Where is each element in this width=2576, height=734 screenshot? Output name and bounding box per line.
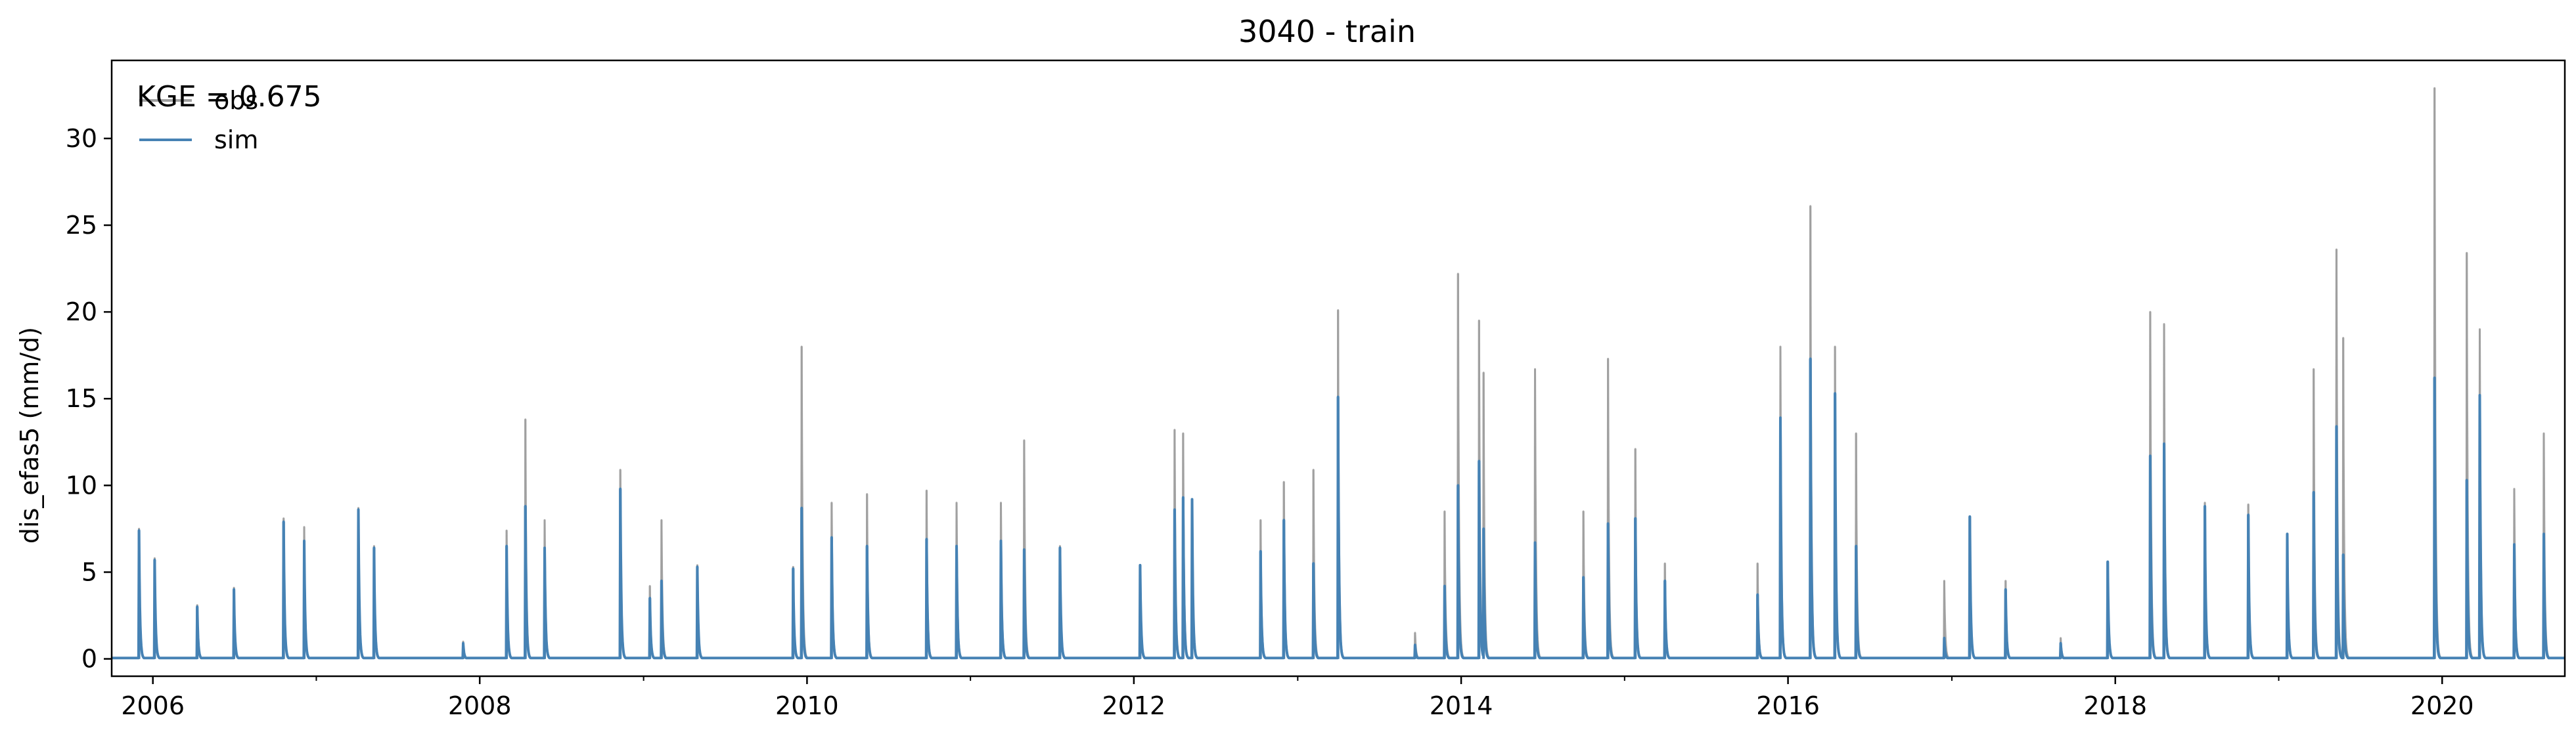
x-axis-ticks: 2006 2008 2010 2012 2014 2016 2018 2020 [121, 676, 2474, 720]
x-tick-label: 2014 [1430, 691, 1493, 720]
legend-label-obs: obs [214, 86, 258, 115]
y-tick-label: 25 [66, 211, 97, 240]
legend-label-sim: sim [214, 125, 258, 154]
y-tick-label: 20 [66, 297, 97, 326]
y-tick-label: 15 [66, 384, 97, 413]
series-layer [110, 87, 2566, 660]
y-tick-label: 30 [66, 124, 97, 153]
x-tick-label: 2020 [2410, 691, 2474, 720]
chart-title: 3040 - train [1238, 14, 1416, 49]
y-tick-label: 0 [81, 645, 97, 674]
kge-annotation: KGE = 0.675 [137, 80, 322, 114]
x-tick-label: 2008 [448, 691, 512, 720]
x-tick-label: 2006 [121, 691, 185, 720]
x-tick-label: 2012 [1102, 691, 1166, 720]
x-tick-label: 2018 [2083, 691, 2147, 720]
y-tick-label: 5 [81, 557, 97, 586]
y-tick-label: 10 [66, 471, 97, 500]
series-peaks-sim [137, 358, 2545, 659]
plot-frame [110, 59, 2566, 678]
x-tick-label: 2010 [775, 691, 839, 720]
y-axis-label: dis_efas5 (mm/d) [15, 327, 44, 544]
legend: obs sim [139, 86, 258, 154]
y-axis-ticks: 0 5 10 15 20 25 30 [66, 124, 112, 674]
x-tick-label: 2016 [1756, 691, 1820, 720]
